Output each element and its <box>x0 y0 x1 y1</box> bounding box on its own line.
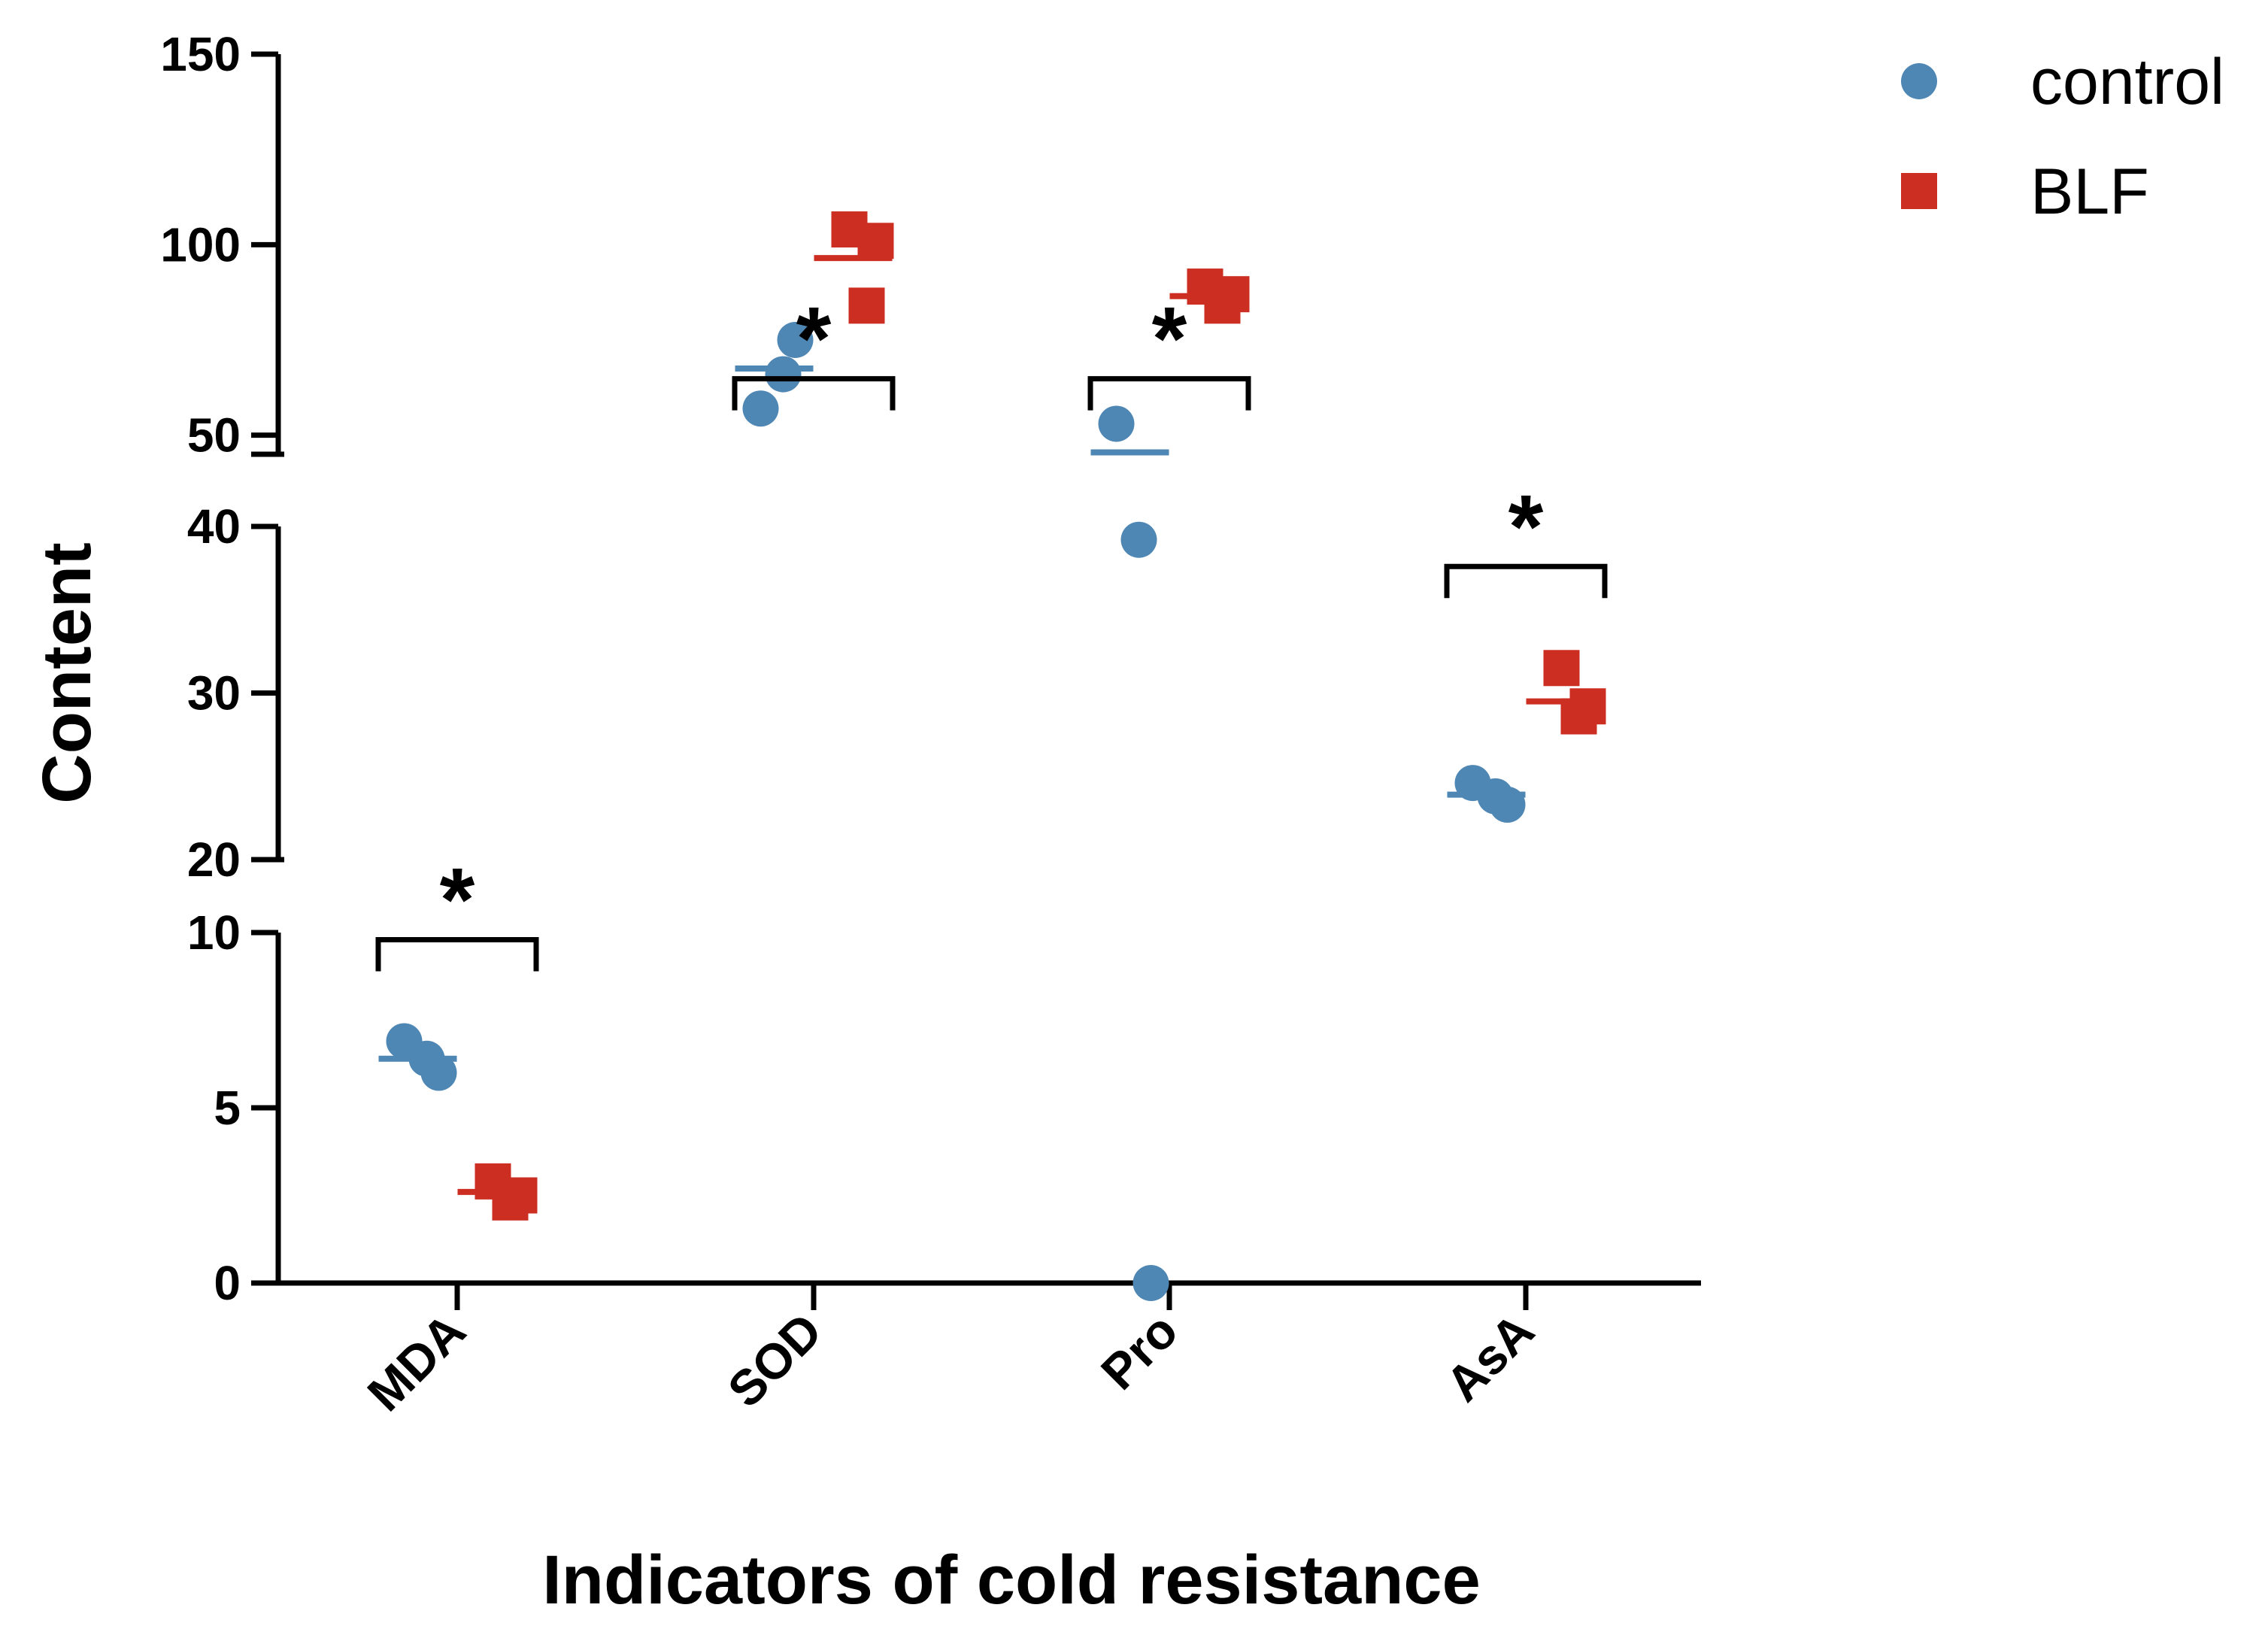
blf-point <box>1569 688 1606 725</box>
y-tick-label: 30 <box>187 666 241 720</box>
x-tick-label: Pro <box>1090 1303 1188 1400</box>
axes: 0 5 10 20 30 40 50 100 150 MDA SOD Pro AsA <box>160 27 1701 1421</box>
blf-point <box>501 1177 538 1214</box>
legend-label: control <box>2030 46 2224 118</box>
x-tick-label: MDA <box>356 1303 476 1422</box>
control-point <box>765 356 802 393</box>
y-tick-label: 0 <box>214 1256 241 1310</box>
significance-bracket <box>1444 563 1608 599</box>
blf-point <box>848 287 885 324</box>
significance-bracket <box>1087 376 1251 411</box>
x-tick-label: AsA <box>1435 1303 1545 1412</box>
significance-bracket <box>375 936 539 972</box>
blf-point <box>1543 650 1580 687</box>
y-tick-label: 10 <box>187 905 241 960</box>
y-tick-label: 100 <box>160 217 241 271</box>
control-point <box>1098 405 1135 442</box>
significance-star: * <box>440 849 475 950</box>
data-marks: * * * * <box>375 211 1608 1301</box>
y-tick-label: 20 <box>187 833 241 887</box>
y-axis-title: Content <box>29 542 105 803</box>
y-tick-label: 5 <box>214 1081 241 1135</box>
control-point <box>1120 521 1157 558</box>
x-axis-title: Indicators of cold resistance <box>542 1542 1480 1618</box>
significance-star: * <box>1508 476 1544 577</box>
control-point <box>742 390 779 427</box>
legend-blf-marker <box>1901 173 1937 209</box>
significance-bracket <box>732 376 896 411</box>
legend: control BLF <box>1901 46 2224 228</box>
legend-label: BLF <box>2030 156 2149 228</box>
y-tick-label: 50 <box>187 408 241 463</box>
y-tick-label: 150 <box>160 27 241 81</box>
control-point <box>777 322 814 358</box>
legend-control-marker <box>1901 63 1937 99</box>
blf-point <box>857 223 894 259</box>
significance-star: * <box>1152 289 1187 390</box>
x-tick-label: SOD <box>717 1303 832 1418</box>
significance-star: * <box>796 289 832 390</box>
y-tick-label: 40 <box>187 499 241 554</box>
control-point <box>1132 1265 1169 1301</box>
